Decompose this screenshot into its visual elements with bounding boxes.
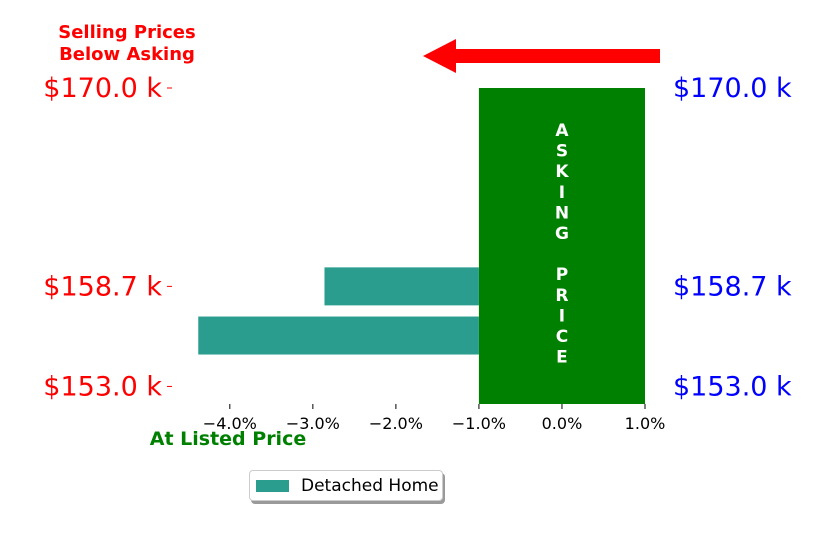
right-price-label: $153.0 k [673, 371, 792, 402]
annotation-selling-below-asking: Selling Prices [58, 22, 195, 43]
right-price-label: $158.7 k [673, 271, 792, 302]
x-tick-label: −1.0% [452, 414, 506, 433]
left-price-label: $153.0 k [43, 371, 162, 402]
annotation-at-listed-price: At Listed Price [150, 428, 306, 450]
x-tick-label: −2.0% [369, 414, 423, 433]
left-price-label: $170.0 k [43, 73, 162, 104]
x-tick-label: −4.0% [203, 414, 257, 433]
bar-detached-home [324, 267, 479, 306]
legend-swatch [256, 479, 289, 492]
right-price-label: $170.0 k [673, 73, 792, 104]
legend: Detached Home [249, 470, 443, 501]
legend-label: Detached Home [301, 475, 439, 496]
annotation-selling-below-asking: Below Asking [59, 44, 195, 65]
bar-detached-home [198, 316, 479, 355]
x-tick-label: 0.0% [542, 414, 583, 433]
left-arrow-icon [423, 39, 660, 73]
x-tick-label: −3.0% [286, 414, 340, 433]
left-price-label: $158.7 k [43, 271, 162, 302]
asking-price-band [478, 88, 645, 404]
x-tick-label: 1.0% [625, 414, 666, 433]
